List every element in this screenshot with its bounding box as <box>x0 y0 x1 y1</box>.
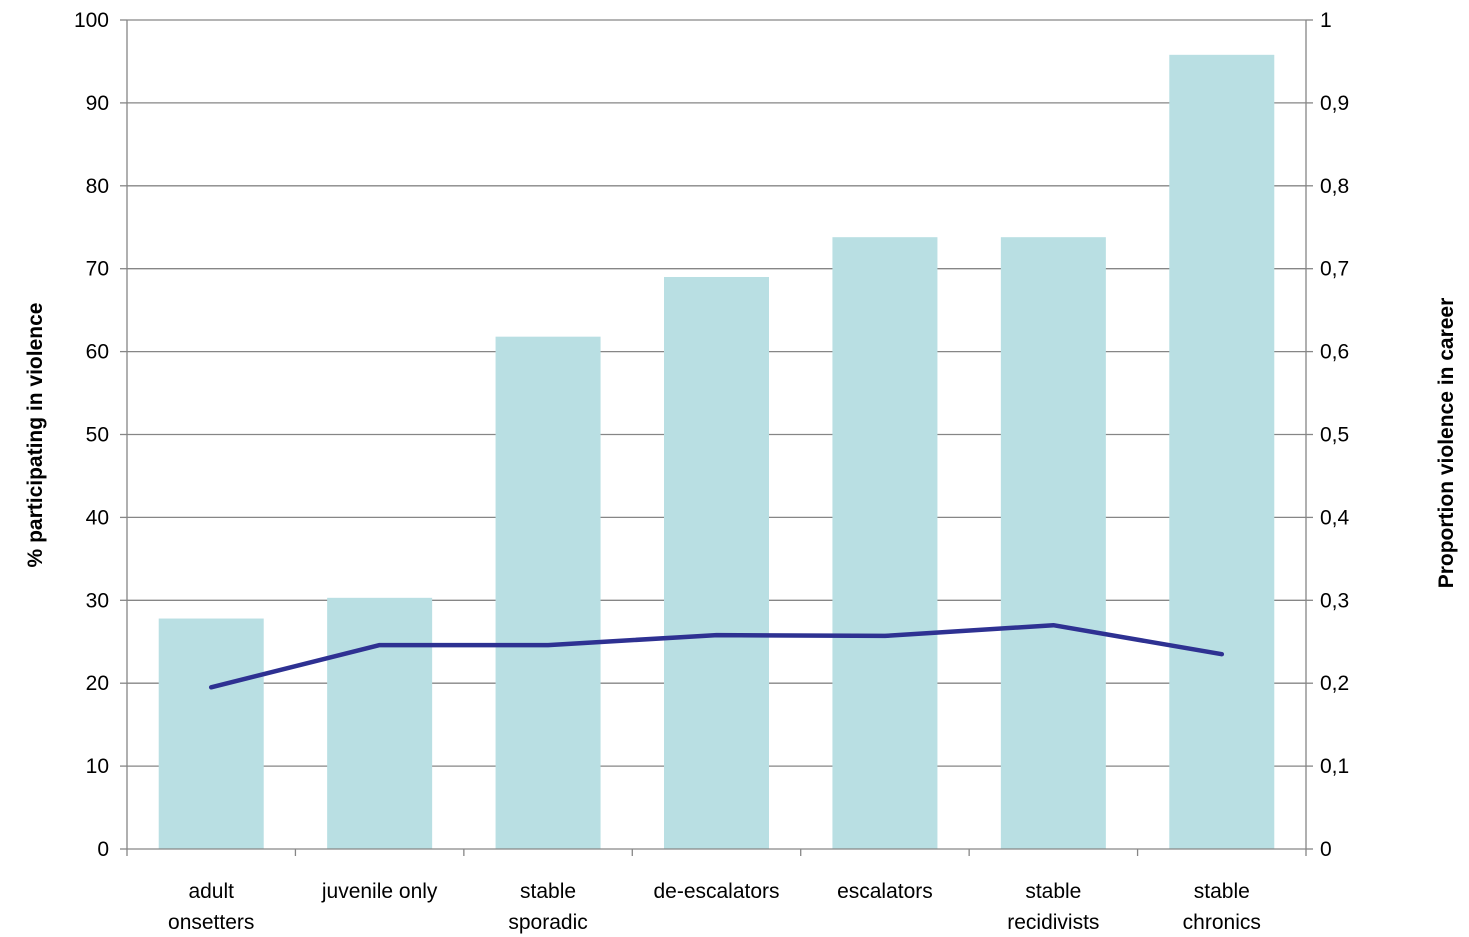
bar <box>1169 54 1275 850</box>
y2-tick-label: 0,9 <box>1320 92 1349 115</box>
line-series <box>208 622 1225 690</box>
x-tick-label-line: stable <box>1194 880 1250 903</box>
y-tick-label: 100 <box>74 9 109 32</box>
bar <box>495 336 601 850</box>
x-tick-label-line: de-escalators <box>653 880 779 903</box>
x-tick-label: stable chronics <box>1183 880 1261 934</box>
y-tick-label: 20 <box>86 672 109 695</box>
y2-tick-label: 0,8 <box>1320 175 1349 198</box>
y2-tick-label: 0,7 <box>1320 258 1349 281</box>
bar <box>327 597 433 849</box>
x-tick-label-line: adult <box>188 880 234 903</box>
bar-series <box>158 54 1275 850</box>
bar <box>1000 237 1106 849</box>
x-tick-label-line: chronics <box>1183 911 1261 934</box>
y-tick-label: 70 <box>86 258 109 281</box>
y-tick-label: 30 <box>86 589 109 612</box>
bar <box>832 237 938 849</box>
x-tick-label-line: recidivists <box>1007 911 1099 934</box>
y2-tick-label: 0,1 <box>1320 755 1349 778</box>
y-tick-label: 60 <box>86 341 109 364</box>
y-tick-label: 50 <box>86 424 109 447</box>
x-tick-label: adult onsetters <box>168 880 254 934</box>
x-tick-label-line: escalators <box>837 880 933 903</box>
x-tick-label-line: onsetters <box>168 911 254 934</box>
y-tick-label: 40 <box>86 506 109 529</box>
x-tick-label: stable sporadic <box>508 880 587 934</box>
axes <box>120 19 1313 856</box>
x-tick-label-line: stable <box>1025 880 1081 903</box>
x-tick-label: de-escalators <box>653 880 779 903</box>
y2-axis-title: Proportion violence in career <box>1435 298 1458 589</box>
y-tick-label: 80 <box>86 175 109 198</box>
y-tick-label: 90 <box>86 92 109 115</box>
line-series-path <box>208 622 1225 690</box>
bar <box>664 276 769 849</box>
y2-tick-label: 0 <box>1320 838 1332 861</box>
tick-labels: 0 0 10 0,1 20 0,2 30 0,3 40 0,4 50 0,5 60 0,6 70 0,7 80 0… <box>74 9 1350 934</box>
x-tick-label: juvenile only <box>321 880 438 903</box>
y2-tick-label: 0,3 <box>1320 589 1349 612</box>
x-tick-label-line: sporadic <box>508 911 587 934</box>
y2-tick-label: 1 <box>1320 9 1332 32</box>
x-tick-label-line: stable <box>520 880 576 903</box>
y2-tick-label: 0,2 <box>1320 672 1349 695</box>
x-tick-label-line: juvenile only <box>321 880 438 903</box>
y2-tick-label: 0,5 <box>1320 424 1349 447</box>
y-tick-label: 10 <box>86 755 109 778</box>
x-tick-label: stable recidivists <box>1007 880 1099 934</box>
y2-tick-label: 0,4 <box>1320 506 1350 529</box>
y2-tick-label: 0,6 <box>1320 341 1349 364</box>
bar <box>158 618 264 849</box>
y-axis-title: % participating in violence <box>24 303 47 568</box>
y-tick-label: 0 <box>97 838 109 861</box>
x-tick-label: escalators <box>837 880 933 903</box>
